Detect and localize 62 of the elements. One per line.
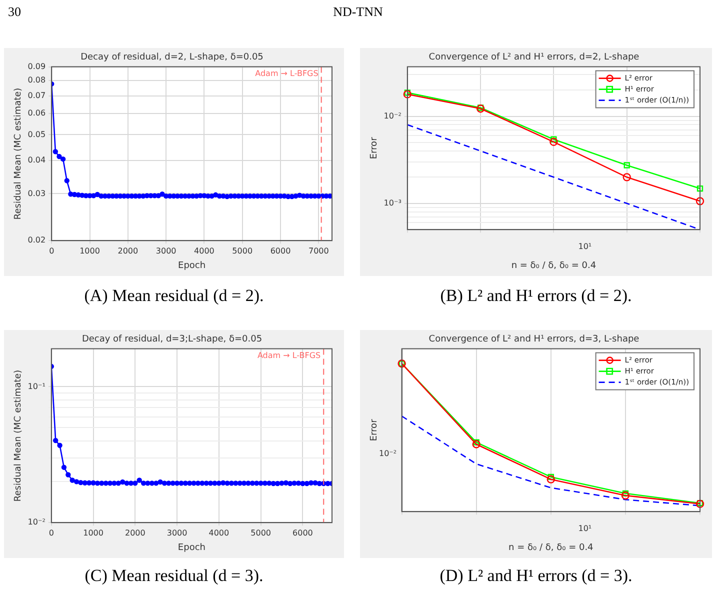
- y-axis-title: Residual Mean (MC estimate): [14, 370, 24, 502]
- ref-line-label: Adam → L-BFGS: [255, 68, 318, 78]
- y-tick-label: 0.02: [28, 236, 46, 245]
- x-axis-title: Epoch: [178, 260, 206, 271]
- x-tick-label: 3000: [166, 528, 188, 538]
- x-tick-label: 2000: [118, 246, 138, 256]
- y-axis-title: Error: [370, 418, 380, 442]
- ref-line-label: Adam → L-BFGS: [257, 350, 321, 360]
- text: 10¹: [578, 524, 592, 533]
- point: [548, 474, 554, 480]
- point: [696, 185, 704, 192]
- point: [550, 138, 558, 146]
- x-tick-label: 3000: [156, 246, 176, 256]
- point: [621, 491, 630, 500]
- y-axis-title: Residual Mean (MC estimate): [14, 88, 24, 220]
- y-tick-label: 10⁻²: [28, 518, 46, 527]
- y-tick-label: 0.09: [28, 62, 46, 71]
- x-tick-label: 4000: [208, 528, 230, 538]
- chart-title: Convergence of L² and H¹ errors, d=3, L-shape: [428, 334, 640, 345]
- x-tick-label: 4000: [194, 246, 214, 256]
- y-axis-title: Error: [370, 136, 380, 160]
- text: (D) L² and H¹ errors (d = 3).: [438, 566, 634, 586]
- chart-title: Decay of residual, d=2, L-shape, δ=0.05: [80, 52, 264, 63]
- point: [624, 162, 630, 168]
- point: [546, 475, 555, 484]
- text: (C) Mean residual (d = 3).: [84, 566, 264, 586]
- point: [550, 136, 557, 142]
- point: [622, 173, 631, 182]
- point: [404, 90, 410, 96]
- x-tick-label: 2000: [124, 528, 146, 538]
- x-tick-label: 6000: [292, 528, 313, 538]
- point: [622, 490, 629, 496]
- point: [696, 197, 704, 206]
- chart-title: Decay of residual, d=3;L-shape, δ=0.05: [82, 334, 262, 345]
- text: 30: [8, 4, 21, 20]
- y-tick-label: 0.04: [28, 156, 46, 165]
- y-tick-label: 10⁻¹: [28, 382, 46, 391]
- x-tick-label: 5000: [232, 246, 253, 256]
- x-tick-label: 7000: [308, 246, 329, 256]
- x-axis-title: Epoch: [178, 542, 206, 553]
- point: [472, 440, 480, 448]
- y-tick-label: 10⁻³: [384, 198, 402, 208]
- x-axis-title: n = δ₀ / δ, δ₀ = 0.4: [508, 542, 594, 553]
- text: (A) Mean residual (d = 2).: [83, 286, 265, 306]
- x-axis-title: n = δ₀ / δ, δ₀ = 0.4: [511, 260, 596, 271]
- x-tick-label: 5000: [250, 528, 271, 538]
- y-tick-label: 0.03: [28, 188, 46, 198]
- x-tick-label: 0: [49, 246, 54, 256]
- y-tick-label: 0.06: [28, 108, 46, 118]
- y-tick-label: 0.05: [28, 130, 46, 139]
- x-tick-label: 0: [48, 528, 54, 538]
- y-tick-label: 0.08: [28, 75, 46, 84]
- point: [403, 90, 412, 98]
- text: (B) L² and H¹ errors (d = 2).: [439, 286, 633, 306]
- text: ND-TNN: [333, 4, 383, 19]
- x-tick-label: 6000: [270, 246, 291, 256]
- chart-title: Convergence of L² and H¹ errors, d=2, L-shape: [428, 52, 640, 63]
- y-tick-label: 0.07: [28, 90, 46, 100]
- point: [473, 439, 480, 446]
- x-tick-label: 1000: [83, 528, 104, 538]
- x-tick-label: 1000: [80, 246, 100, 256]
- text: 10¹: [578, 242, 592, 251]
